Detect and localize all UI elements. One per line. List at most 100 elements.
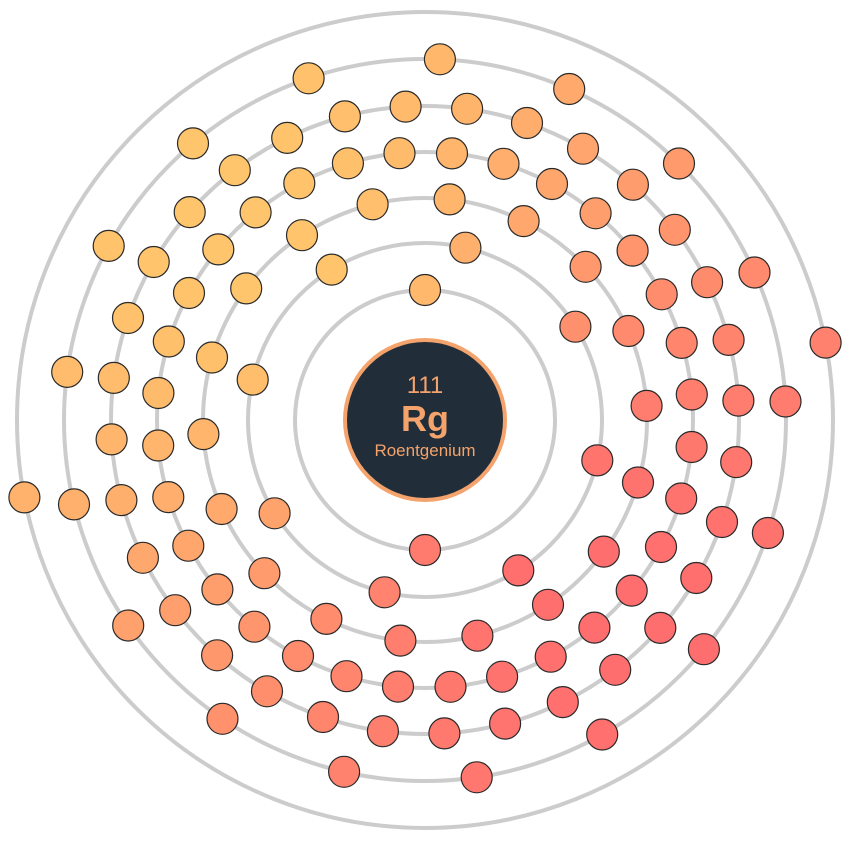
electron [690, 266, 724, 299]
electron [451, 92, 484, 125]
electron [408, 533, 442, 567]
shell-5 [109, 104, 741, 736]
electron [381, 670, 415, 703]
electron [331, 147, 364, 180]
electron [230, 272, 263, 305]
electron [408, 273, 442, 307]
electron [95, 423, 128, 456]
electron [423, 43, 456, 76]
electron [553, 72, 586, 106]
electron [587, 535, 620, 568]
element-name: Roentgenium [374, 441, 475, 460]
electron [206, 702, 239, 735]
nucleus-circle [343, 338, 507, 502]
electron [248, 557, 281, 590]
electron [809, 326, 842, 359]
electron [105, 484, 138, 517]
electron [615, 574, 648, 607]
electron [645, 278, 678, 311]
element-symbol: Rg [401, 398, 449, 439]
electron [315, 253, 348, 286]
electron [112, 609, 145, 642]
electrons [8, 43, 842, 794]
electron [330, 660, 363, 693]
electron [92, 229, 125, 262]
electron [250, 675, 284, 708]
electron [152, 481, 185, 514]
electron [738, 256, 771, 289]
electron [306, 700, 340, 734]
electron [218, 154, 251, 187]
electron [502, 554, 535, 587]
electron [461, 619, 494, 652]
electron [460, 761, 493, 794]
electron [202, 233, 235, 266]
electron [489, 707, 522, 740]
electron [384, 624, 417, 657]
electron [616, 234, 649, 267]
electron [599, 653, 632, 686]
electron [546, 685, 579, 719]
electron [97, 361, 130, 394]
electron [535, 167, 569, 201]
electron [449, 231, 482, 264]
electron [569, 250, 602, 283]
electron [581, 444, 614, 477]
electron [616, 168, 650, 201]
electron [675, 430, 708, 464]
electron [531, 588, 565, 621]
electron [126, 541, 159, 574]
electron [238, 610, 271, 643]
electron [201, 573, 234, 606]
electron [433, 183, 466, 216]
electron [205, 492, 238, 526]
electron [665, 326, 698, 359]
electron [566, 132, 600, 165]
electron [271, 121, 304, 154]
shell-2 [246, 241, 604, 599]
electron [687, 633, 721, 666]
electron [328, 755, 361, 788]
electron [176, 127, 210, 160]
nucleus: 111 Rg Roentgenium [343, 338, 507, 502]
electron [57, 488, 91, 521]
electron [236, 363, 269, 396]
electron [579, 197, 612, 230]
electron [159, 594, 192, 627]
electron [172, 276, 206, 310]
electron [644, 611, 677, 645]
electron [173, 196, 206, 229]
electron [751, 516, 785, 550]
electron [187, 418, 220, 451]
electron [586, 718, 619, 751]
electron [285, 219, 319, 252]
electron [111, 301, 145, 335]
electron [720, 446, 753, 479]
electron [142, 376, 175, 410]
electron [142, 429, 175, 462]
electron [662, 147, 696, 180]
electron [172, 529, 205, 562]
electron [486, 660, 519, 693]
electron [534, 640, 567, 673]
electron [310, 602, 343, 636]
electron [328, 100, 361, 133]
electron [368, 576, 401, 609]
electron [383, 137, 416, 170]
electron [665, 482, 698, 515]
electron [680, 561, 713, 595]
electron [292, 62, 325, 95]
electron [201, 639, 234, 672]
electron [630, 389, 663, 422]
electron [722, 384, 755, 417]
electron [389, 90, 422, 123]
electron [705, 505, 739, 539]
electron [281, 639, 315, 673]
electron [356, 188, 389, 221]
electron [51, 355, 84, 388]
electron [507, 205, 540, 238]
electron [658, 213, 691, 246]
electron [283, 167, 316, 200]
electron [434, 670, 467, 703]
